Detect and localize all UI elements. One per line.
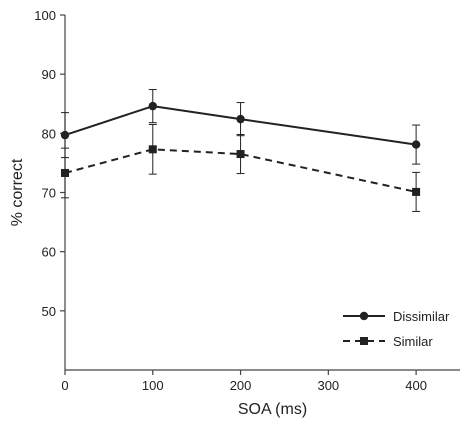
x-tick-label: 400: [405, 378, 427, 393]
legend-marker: [359, 311, 369, 321]
x-tick-label: 100: [142, 378, 164, 393]
x-tick-label: 0: [61, 378, 68, 393]
series-line: [64, 148, 417, 193]
y-tick-label: 60: [42, 245, 56, 260]
x-tick-label: 200: [230, 378, 252, 393]
x-axis-ticks: 0 100 200 300 400: [61, 370, 427, 393]
x-axis-title: SOA (ms): [238, 401, 307, 418]
legend-marker: [360, 337, 368, 345]
data-point: [61, 168, 69, 177]
data-point: [60, 130, 70, 140]
data-point: [412, 187, 421, 196]
y-tick-label: 50: [42, 304, 56, 319]
data-point: [236, 150, 245, 159]
y-tick-label: 80: [42, 126, 56, 141]
legend-label: Similar: [393, 334, 433, 349]
legend: Dissimilar Similar: [343, 309, 450, 349]
x-tick-label: 300: [317, 378, 339, 393]
y-tick-label: 90: [42, 67, 56, 82]
data-point: [148, 101, 157, 111]
data-point: [411, 140, 421, 149]
y-tick-label: 100: [34, 8, 56, 23]
y-tick-label: 70: [42, 186, 56, 201]
series-layer: [60, 89, 421, 212]
series-similar: [61, 123, 421, 212]
y-axis-title: % correct: [9, 158, 26, 226]
data-point: [148, 145, 157, 154]
series-line: [64, 105, 417, 146]
y-axis-ticks: 50 60 70 80 90 100: [34, 8, 65, 319]
legend-label: Dissimilar: [393, 309, 450, 324]
data-point: [236, 114, 245, 124]
